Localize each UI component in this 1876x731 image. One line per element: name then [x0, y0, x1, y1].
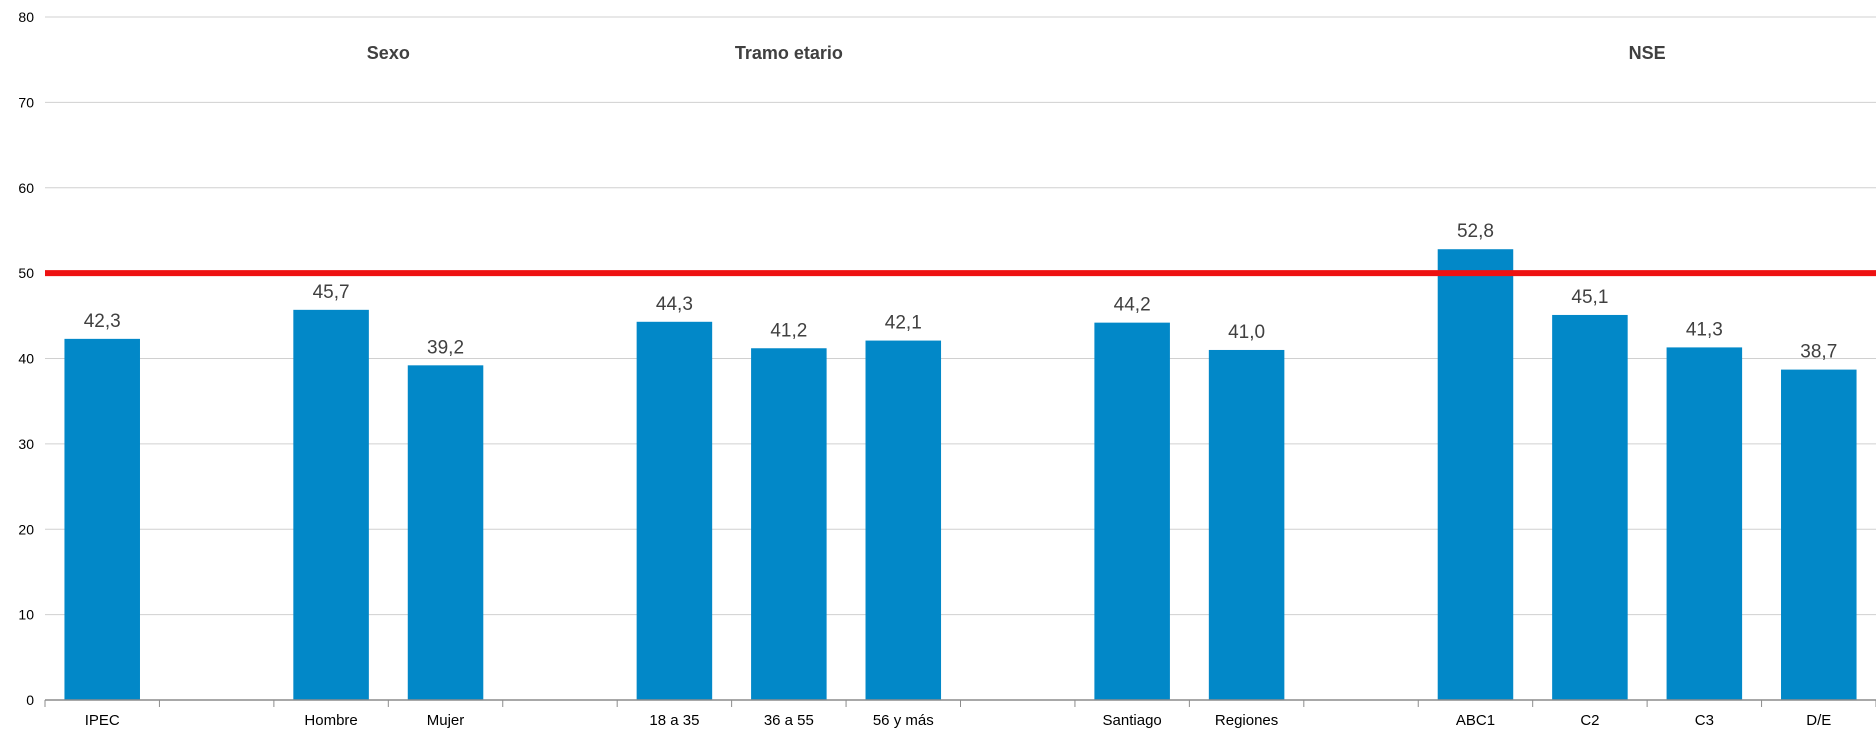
- y-tick-label: 80: [18, 9, 34, 25]
- y-tick-label: 30: [18, 436, 34, 452]
- y-tick-label: 0: [26, 692, 34, 708]
- bar: [293, 309, 369, 700]
- data-label: 45,7: [313, 282, 350, 303]
- x-tick-label: 56 y más: [873, 712, 934, 729]
- x-tick-label: ABC1: [1456, 712, 1495, 729]
- data-label: 45,1: [1571, 287, 1608, 308]
- x-tick-label: 18 a 35: [649, 712, 699, 729]
- y-tick-label: 20: [18, 521, 34, 537]
- x-tick-label: Santiago: [1103, 712, 1162, 729]
- x-tick-label: Regiones: [1215, 712, 1278, 729]
- x-tick-label: C3: [1695, 712, 1714, 729]
- data-label: 41,0: [1228, 322, 1265, 343]
- y-tick-label: 60: [18, 180, 34, 196]
- x-axis-category-labels: IPEC Hombre Mujer 18 a 35 36 a 55 56 y más San…: [85, 712, 1832, 729]
- group-label: Sexo: [367, 43, 410, 63]
- y-tick-label: 50: [18, 265, 34, 281]
- x-tick-label: IPEC: [85, 712, 120, 729]
- x-tick-label: 36 a 55: [764, 712, 814, 729]
- data-label: 41,3: [1686, 319, 1723, 340]
- bar: [1781, 369, 1857, 700]
- y-axis-ticks: 0 10 20 30 40 50 60 70 80: [18, 9, 34, 708]
- y-tick-label: 40: [18, 351, 34, 367]
- x-tick-label: D/E: [1806, 712, 1831, 729]
- bar: [751, 348, 827, 700]
- bar: [1666, 347, 1743, 700]
- data-label: 42,1: [885, 313, 922, 334]
- bar: [1437, 249, 1514, 700]
- x-tick-label: Hombre: [304, 712, 357, 729]
- data-label: 44,3: [656, 294, 693, 315]
- data-label: 41,2: [770, 320, 807, 341]
- group-label: Tramo etario: [735, 43, 843, 63]
- bar: [1208, 349, 1285, 700]
- bar: [407, 365, 484, 700]
- group-labels: Sexo Tramo etario NSE: [367, 43, 1666, 63]
- x-tick-label: C2: [1580, 712, 1599, 729]
- x-tick-label: Mujer: [427, 712, 465, 729]
- data-label: 52,8: [1457, 221, 1494, 242]
- bar: [636, 321, 713, 700]
- bar: [64, 338, 140, 700]
- bar: [1552, 314, 1628, 700]
- value-labels: 42,3 45,7 39,2 44,3 41,2 42,1 44,2 41,0 52,8 45,1…: [84, 221, 1838, 362]
- data-label: 38,7: [1800, 342, 1837, 363]
- data-label: 44,2: [1114, 295, 1151, 316]
- data-label: 39,2: [427, 337, 464, 358]
- y-tick-label: 70: [18, 94, 34, 110]
- data-label: 42,3: [84, 311, 121, 332]
- y-tick-label: 10: [18, 607, 34, 623]
- bar: [1094, 322, 1170, 700]
- bars: [64, 249, 1857, 700]
- x-axis: [44, 699, 1876, 707]
- bar: [865, 340, 942, 700]
- group-label: NSE: [1629, 43, 1666, 63]
